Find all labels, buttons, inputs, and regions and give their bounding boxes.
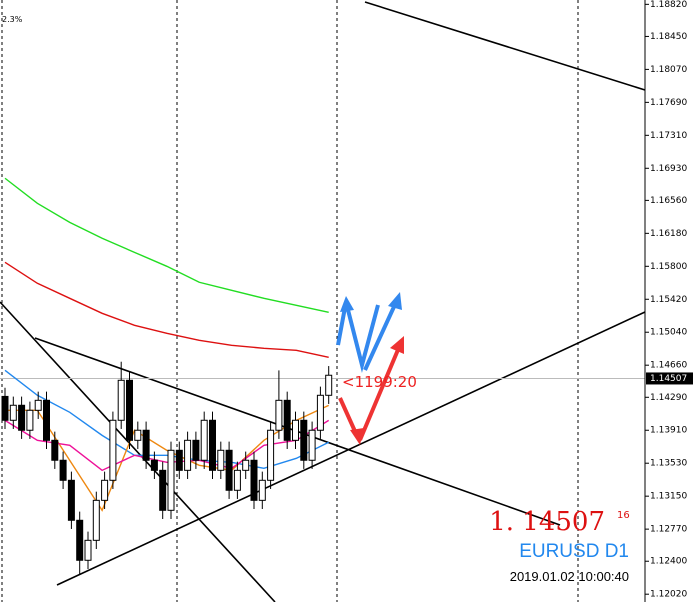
candle-body (167, 449, 175, 511)
corner-label: 2.3% (2, 15, 23, 24)
moving-average (4, 261, 329, 358)
candle-body (126, 379, 133, 441)
arrows (336, 292, 404, 445)
candle-body (300, 419, 308, 461)
candle-body (117, 379, 125, 421)
price-display: 1. 14507 (489, 507, 605, 537)
candle-body (150, 459, 158, 471)
candle-body (225, 449, 233, 491)
y-tick-label: 1.16560 (650, 196, 687, 206)
candle-body (59, 459, 67, 481)
y-tick-label: 1.18450 (650, 32, 687, 42)
candle-body (34, 399, 42, 411)
arrow-head (388, 292, 402, 310)
candle-body (142, 429, 150, 461)
trend-line (364, 1, 646, 91)
candle-body (1, 395, 9, 421)
vertical-grid (1, 0, 579, 602)
price-tag: 1.14507 (650, 374, 687, 384)
red-arrow (358, 344, 402, 441)
candle-body (267, 429, 275, 481)
candle-body (9, 404, 17, 421)
moving-average (4, 177, 329, 313)
y-tick-label: 1.16930 (650, 164, 687, 174)
candle-body (51, 439, 59, 461)
candle-body (67, 479, 75, 521)
y-tick-label: 1.14290 (650, 393, 687, 403)
y-tick-label: 1.15800 (650, 262, 687, 272)
candle-body (18, 404, 26, 431)
candle-body (283, 399, 291, 441)
moving-average (4, 419, 330, 472)
arrow-head (340, 296, 354, 312)
y-tick-label: 1.17310 (650, 131, 687, 141)
y-tick-label: 1.12400 (650, 557, 687, 567)
trend-line (0, 301, 276, 602)
y-tick-label: 1.13150 (650, 492, 687, 502)
y-tick-label: 1.16180 (650, 229, 687, 239)
y-tick-label: 1.13910 (650, 426, 687, 436)
candle-body (275, 399, 283, 431)
candle-body (217, 449, 225, 471)
blue-arrow (336, 301, 380, 373)
y-tick-label: 1.17690 (650, 98, 687, 108)
candle-body (250, 459, 258, 501)
price-display-sup: 16 (617, 510, 630, 521)
price-tag-bg (646, 372, 693, 385)
timer-label: <1199:20 (342, 373, 417, 391)
candle-body (200, 419, 208, 461)
candle-body (184, 439, 192, 471)
y-tick-label: 1.12020 (650, 590, 687, 600)
y-tick-label: 1.18820 (650, 0, 687, 10)
candle-body (292, 419, 299, 441)
y-tick-label: 1.15040 (650, 328, 687, 338)
timestamp: 2019.01.02 10:00:40 (510, 569, 629, 584)
candle-body (233, 469, 241, 491)
arrow-head (350, 428, 364, 445)
candle-body (242, 459, 250, 471)
candle-body (209, 419, 216, 471)
candle-body (192, 439, 200, 461)
candle-body (92, 499, 100, 541)
y-tick-label: 1.15420 (650, 295, 687, 305)
candle-body (159, 469, 167, 511)
y-tick-label: 1.18070 (650, 65, 687, 75)
candle-body (308, 429, 316, 461)
y-tick-label: 1.13530 (650, 459, 687, 469)
trend-line (56, 311, 646, 586)
y-tick-label: 1.14660 (650, 361, 687, 371)
candle-body (325, 374, 333, 396)
candle-body (134, 429, 142, 441)
candle-body (258, 479, 266, 501)
trend-lines (0, 1, 646, 602)
moving-average (4, 369, 330, 470)
candle-body (84, 539, 92, 561)
arrow-head (390, 336, 404, 354)
candle-body (316, 394, 324, 431)
blue-arrow (363, 297, 400, 371)
candle-body (109, 419, 117, 481)
candle-body (76, 519, 84, 561)
candle-body (101, 479, 109, 501)
candle-body (26, 409, 34, 431)
symbol: EURUSD D1 (519, 541, 629, 562)
candle-body (43, 399, 50, 441)
candle-body (175, 449, 183, 471)
y-tick-label: 1.12770 (650, 525, 687, 535)
